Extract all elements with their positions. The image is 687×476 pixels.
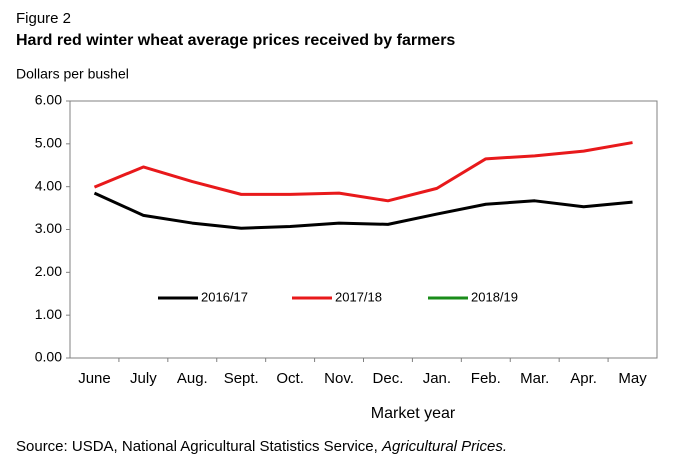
x-tick-label: Aug. xyxy=(177,370,208,387)
y-tick-label: 1.00 xyxy=(35,306,62,322)
y-tick-label: 5.00 xyxy=(35,135,62,151)
series-line xyxy=(93,141,633,203)
y-tick-label: 3.00 xyxy=(35,220,62,236)
y-axis-label: Dollars per bushel xyxy=(16,66,129,82)
x-tick-label: June xyxy=(78,370,111,387)
y-tick-label: 6.00 xyxy=(35,92,62,108)
x-tick-label: Mar. xyxy=(520,370,549,387)
source-italic: Agricultural Prices. xyxy=(381,438,507,455)
x-tick-label: Oct. xyxy=(276,370,304,387)
x-tick-label: May xyxy=(618,370,647,387)
x-tick-label: July xyxy=(130,370,157,387)
figure-label: Figure 2 xyxy=(16,10,71,27)
source: Source: USDA, National Agricultural Stat… xyxy=(16,438,507,455)
legend-label: 2017/18 xyxy=(335,289,382,304)
x-tick-label: Dec. xyxy=(373,370,404,387)
legend-label: 2016/17 xyxy=(201,289,248,304)
y-tick-label: 0.00 xyxy=(35,349,62,365)
x-axis-label: Market year xyxy=(371,405,456,422)
plot-frame xyxy=(69,100,658,359)
x-tick-label: Jan. xyxy=(423,370,451,387)
y-tick-label: 2.00 xyxy=(35,263,62,279)
chart-title: Hard red winter wheat average prices rec… xyxy=(16,32,455,49)
x-tick-label: Sept. xyxy=(224,370,259,387)
x-tick-label: Feb. xyxy=(471,370,501,387)
series-line xyxy=(93,191,633,230)
x-tick-label: Apr. xyxy=(570,370,597,387)
source-text: Source: USDA, National Agricultural Stat… xyxy=(16,438,382,455)
legend-label: 2018/19 xyxy=(471,289,518,304)
x-tick-label: Nov. xyxy=(324,370,354,387)
y-tick-label: 4.00 xyxy=(35,177,62,193)
